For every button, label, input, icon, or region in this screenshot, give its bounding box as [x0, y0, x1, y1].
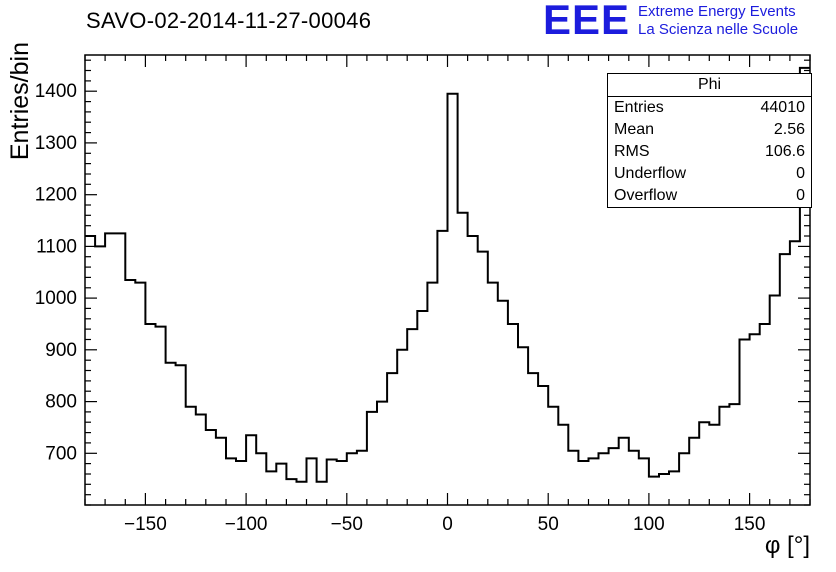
- stats-row-mean: Mean 2.56: [608, 119, 811, 141]
- x-axis-title: φ [°]: [764, 532, 810, 559]
- eee-logo-text: Extreme Energy Events La Scienza nelle S…: [638, 0, 798, 39]
- stats-row-entries: Entries 44010: [608, 97, 811, 119]
- stats-row-rms: RMS 106.6: [608, 141, 811, 163]
- stats-label: RMS: [614, 143, 650, 160]
- eee-logo-mark: EEE: [543, 0, 631, 43]
- histogram-line: [85, 66, 810, 483]
- page-title: SAVO-02-2014-11-27-00046: [86, 8, 372, 33]
- eee-logo: EEE Extreme Energy Events La Scienza nel…: [543, 0, 798, 43]
- y-tick-label: 700: [45, 443, 77, 464]
- stats-value: 0: [796, 187, 805, 204]
- x-tick-label: 150: [734, 514, 766, 535]
- stats-value: 0: [796, 165, 805, 182]
- x-tick-label: 50: [538, 514, 559, 535]
- stats-row-underflow: Underflow 0: [608, 163, 811, 185]
- x-tick-label: 100: [633, 514, 665, 535]
- x-tick-label: −100: [225, 514, 268, 535]
- x-tick-label: −50: [331, 514, 363, 535]
- y-tick-label: 800: [45, 392, 77, 413]
- eee-logo-line2: La Scienza nelle Scuole: [638, 21, 799, 38]
- y-tick-label: 1100: [36, 236, 77, 257]
- stats-label: Entries: [614, 99, 664, 116]
- y-tick-label: 1000: [35, 288, 77, 309]
- stats-value: 106.6: [764, 143, 805, 160]
- x-tick-label: 0: [442, 514, 453, 535]
- eee-logo-line1: Extreme Energy Events: [638, 3, 796, 20]
- stats-value: 44010: [760, 99, 806, 116]
- stats-label: Underflow: [614, 165, 687, 182]
- stats-value: 2.56: [773, 121, 805, 138]
- y-tick-label: 900: [45, 340, 77, 361]
- stats-label: Mean: [614, 121, 655, 138]
- y-tick-label: 1400: [35, 81, 77, 102]
- stats-box-title: Phi: [608, 74, 811, 97]
- stats-label: Overflow: [614, 187, 678, 204]
- stats-box: Phi Entries 44010 Mean 2.56 RMS 106.6 Un…: [607, 73, 812, 208]
- y-tick-label: 1200: [35, 185, 77, 206]
- y-axis-title: Entries/bin: [6, 42, 34, 161]
- x-tick-label: −150: [124, 514, 167, 535]
- y-tick-label: 1300: [35, 133, 77, 154]
- stats-row-overflow: Overflow 0: [608, 185, 811, 207]
